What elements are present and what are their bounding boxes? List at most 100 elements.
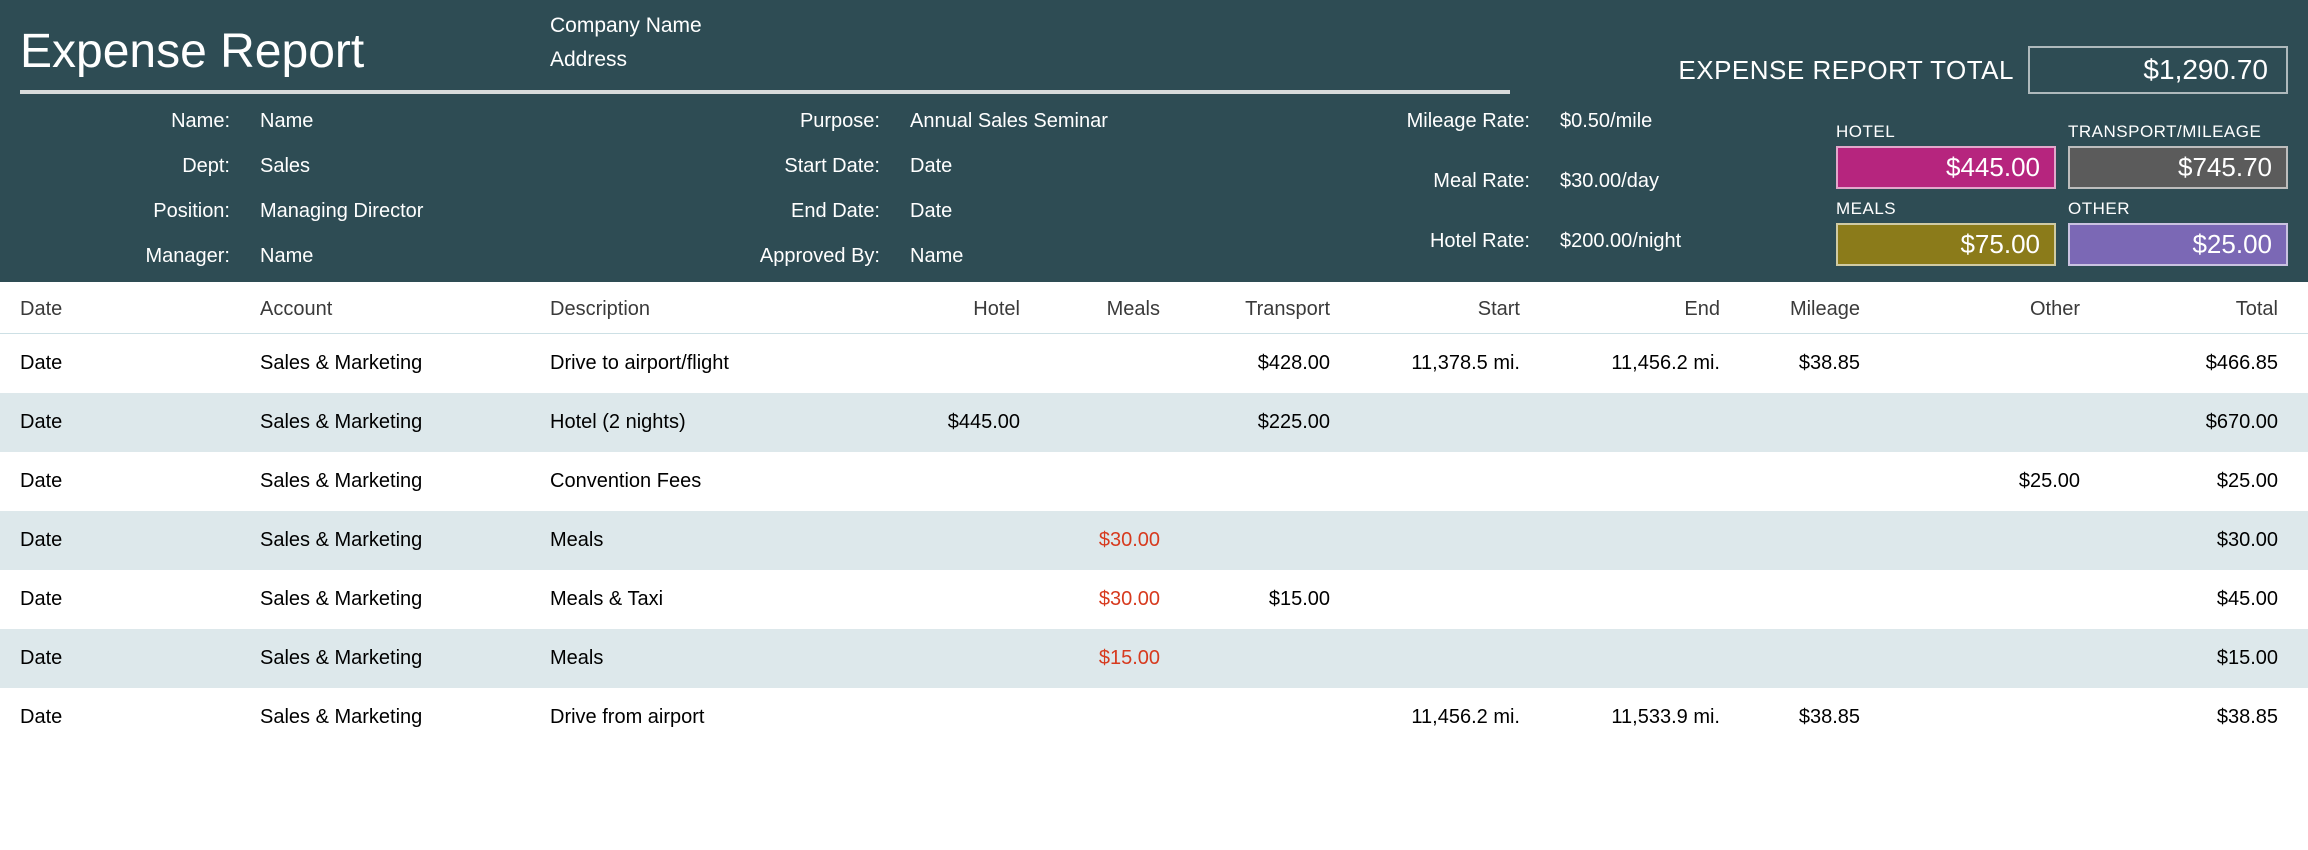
value-purpose: Annual Sales Seminar — [910, 110, 1230, 133]
cell-mileage — [1730, 629, 1870, 688]
label-purpose: Purpose: — [500, 110, 880, 133]
summary-transport-label: TRANSPORT/MILEAGE — [2068, 122, 2288, 142]
label-manager: Manager: — [20, 245, 230, 268]
grand-total-label: EXPENSE REPORT TOTAL — [1678, 55, 2014, 86]
summary-hotel-value: $445.00 — [1836, 146, 2056, 189]
label-start-date: Start Date: — [500, 155, 880, 178]
label-end-date: End Date: — [500, 200, 880, 223]
cell-mileage: $38.85 — [1730, 334, 1870, 394]
table-row: DateSales & MarketingMeals$30.00$30.00 — [0, 511, 2308, 570]
cell-other — [1870, 393, 2090, 452]
value-approved-by: Name — [910, 245, 1230, 268]
cell-account: Sales & Marketing — [250, 511, 540, 570]
cell-date: Date — [0, 629, 250, 688]
cell-transport: $225.00 — [1170, 393, 1340, 452]
cell-transport — [1170, 629, 1340, 688]
cell-mileage — [1730, 511, 1870, 570]
cell-mileage — [1730, 393, 1870, 452]
col-account: Account — [250, 284, 540, 334]
cell-mileage — [1730, 570, 1870, 629]
col-transport: Transport — [1170, 284, 1340, 334]
expense-table: Date Account Description Hotel Meals Tra… — [0, 284, 2308, 747]
cell-account: Sales & Marketing — [250, 570, 540, 629]
cell-description: Convention Fees — [540, 452, 860, 511]
cell-total: $30.00 — [2090, 511, 2308, 570]
summary-other-value: $25.00 — [2068, 223, 2288, 266]
cell-other — [1870, 629, 2090, 688]
cell-description: Hotel (2 nights) — [540, 393, 860, 452]
grand-total-value: $1,290.70 — [2028, 46, 2288, 94]
cell-hotel: $445.00 — [860, 393, 1030, 452]
summary-other-label: OTHER — [2068, 199, 2288, 219]
cell-meals: $30.00 — [1030, 511, 1170, 570]
table-row: DateSales & MarketingMeals & Taxi$30.00$… — [0, 570, 2308, 629]
cell-end — [1530, 452, 1730, 511]
cell-date: Date — [0, 688, 250, 747]
cell-transport — [1170, 452, 1340, 511]
label-approved-by: Approved By: — [500, 245, 880, 268]
summary-hotel-label: HOTEL — [1836, 122, 2056, 142]
cell-other: $25.00 — [1870, 452, 2090, 511]
table-header-row: Date Account Description Hotel Meals Tra… — [0, 284, 2308, 334]
cell-meals: $15.00 — [1030, 629, 1170, 688]
label-position: Position: — [20, 200, 230, 223]
cell-description: Meals — [540, 629, 860, 688]
value-dept: Sales — [260, 155, 500, 178]
cell-hotel — [860, 334, 1030, 394]
summary-hotel: HOTEL $445.00 — [1836, 122, 2056, 189]
value-name: Name — [260, 110, 500, 133]
summary-meals: MEALS $75.00 — [1836, 199, 2056, 266]
cell-date: Date — [0, 393, 250, 452]
summary-other: OTHER $25.00 — [2068, 199, 2288, 266]
header-rule — [20, 90, 1510, 94]
cell-account: Sales & Marketing — [250, 629, 540, 688]
table-row: DateSales & MarketingHotel (2 nights)$44… — [0, 393, 2308, 452]
col-mileage: Mileage — [1730, 284, 1870, 334]
cell-date: Date — [0, 511, 250, 570]
report-header: Expense Report Company Name Address EXPE… — [0, 0, 2308, 284]
col-meals: Meals — [1030, 284, 1170, 334]
grand-total: EXPENSE REPORT TOTAL $1,290.70 — [1678, 46, 2288, 94]
cell-meals — [1030, 334, 1170, 394]
cell-mileage: $38.85 — [1730, 688, 1870, 747]
cell-other — [1870, 334, 2090, 394]
label-mileage-rate: Mileage Rate: — [1230, 110, 1530, 148]
label-meal-rate: Meal Rate: — [1230, 170, 1530, 208]
cell-account: Sales & Marketing — [250, 334, 540, 394]
col-date: Date — [0, 284, 250, 334]
cell-other — [1870, 688, 2090, 747]
cell-end — [1530, 629, 1730, 688]
col-start: Start — [1340, 284, 1530, 334]
cell-start — [1340, 570, 1530, 629]
cell-hotel — [860, 511, 1030, 570]
label-dept: Dept: — [20, 155, 230, 178]
cell-other — [1870, 570, 2090, 629]
cell-hotel — [860, 629, 1030, 688]
cell-total: $25.00 — [2090, 452, 2308, 511]
cell-meals — [1030, 452, 1170, 511]
cell-account: Sales & Marketing — [250, 688, 540, 747]
summary-meals-value: $75.00 — [1836, 223, 2056, 266]
col-end: End — [1530, 284, 1730, 334]
cell-start — [1340, 452, 1530, 511]
cell-description: Drive from airport — [540, 688, 860, 747]
summary-transport-value: $745.70 — [2068, 146, 2288, 189]
cell-end: 11,533.9 mi. — [1530, 688, 1730, 747]
cell-total: $670.00 — [2090, 393, 2308, 452]
value-mileage-rate: $0.50/mile — [1560, 110, 1750, 148]
cell-hotel — [860, 688, 1030, 747]
value-manager: Name — [260, 245, 500, 268]
cell-end — [1530, 393, 1730, 452]
cell-meals — [1030, 688, 1170, 747]
cell-account: Sales & Marketing — [250, 393, 540, 452]
cell-description: Meals & Taxi — [540, 570, 860, 629]
cell-hotel — [860, 452, 1030, 511]
col-other: Other — [1870, 284, 2090, 334]
cell-description: Drive to airport/flight — [540, 334, 860, 394]
cell-hotel — [860, 570, 1030, 629]
cell-transport — [1170, 688, 1340, 747]
col-total: Total — [2090, 284, 2308, 334]
cell-transport — [1170, 511, 1340, 570]
cell-transport: $15.00 — [1170, 570, 1340, 629]
label-hotel-rate: Hotel Rate: — [1230, 230, 1530, 268]
